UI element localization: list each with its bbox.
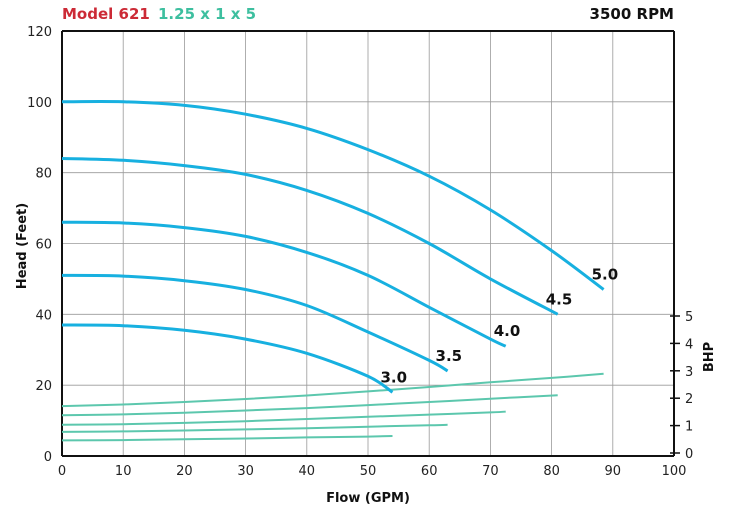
secondary-axis-label: BHP: [702, 342, 717, 372]
x-tick-label: 30: [237, 464, 254, 479]
chart-title-size: 1.25 x 1 x 5: [158, 5, 257, 23]
curve-label: 4.0: [494, 322, 521, 340]
secondary-axis-ticks: 0 1 2 3 4 5: [670, 310, 693, 462]
bhp-curve: [61, 435, 393, 442]
secondary-tick-label: 5: [685, 310, 693, 325]
secondary-tick-label: 2: [685, 392, 693, 407]
x-tick-label: 20: [176, 464, 193, 479]
chart-title-rpm: 3500 RPM: [589, 5, 674, 23]
curve-label: 4.5: [546, 290, 573, 308]
bhp-curve: [61, 423, 448, 433]
bhp-curve: [61, 394, 558, 417]
x-tick-label: 80: [543, 464, 560, 479]
y-axis-ticks: 0 20 40 60 80 100 120: [27, 25, 52, 465]
bhp-curve: [61, 410, 506, 426]
head-curve: [61, 100, 605, 291]
x-axis-label: Flow (GPM): [326, 491, 410, 506]
curve-label: 3.5: [436, 347, 463, 365]
curve-label: 3.0: [380, 368, 407, 386]
secondary-tick-label: 3: [685, 365, 693, 380]
head-curve: [61, 273, 449, 373]
y-tick-label: 40: [35, 308, 52, 323]
head-curve: [61, 323, 394, 394]
head-curves: [61, 100, 605, 394]
y-tick-label: 80: [35, 167, 52, 182]
y-tick-label: 0: [44, 450, 52, 465]
y-tick-label: 100: [27, 96, 52, 111]
x-tick-label: 90: [605, 464, 622, 479]
x-tick-label: 70: [482, 464, 499, 479]
bhp-curve: [61, 372, 604, 408]
chart-title-model: Model 621: [62, 5, 150, 23]
secondary-tick-label: 4: [685, 337, 693, 352]
x-tick-label: 50: [360, 464, 377, 479]
x-tick-label: 10: [115, 464, 132, 479]
y-tick-label: 20: [35, 379, 52, 394]
head-curve: [61, 157, 559, 316]
x-tick-label: 40: [299, 464, 316, 479]
curve-labels: 3.0 3.5 4.0 4.5 5.0: [380, 266, 618, 387]
y-tick-label: 60: [35, 238, 52, 253]
x-tick-label: 60: [421, 464, 438, 479]
x-tick-label: 0: [58, 464, 66, 479]
curve-label: 5.0: [592, 266, 619, 284]
x-axis-ticks: 0 10 20 30 40 50 60 70 80 90 100: [58, 464, 687, 479]
plot-frame: [61, 30, 675, 457]
bhp-curves: [61, 372, 604, 442]
head-curve: [61, 220, 507, 348]
secondary-tick-label: 0: [685, 447, 693, 462]
y-axis-label: Head (Feet): [15, 203, 30, 289]
y-tick-label: 120: [27, 25, 52, 40]
secondary-tick-label: 1: [685, 420, 693, 435]
x-tick-label: 100: [662, 464, 687, 479]
